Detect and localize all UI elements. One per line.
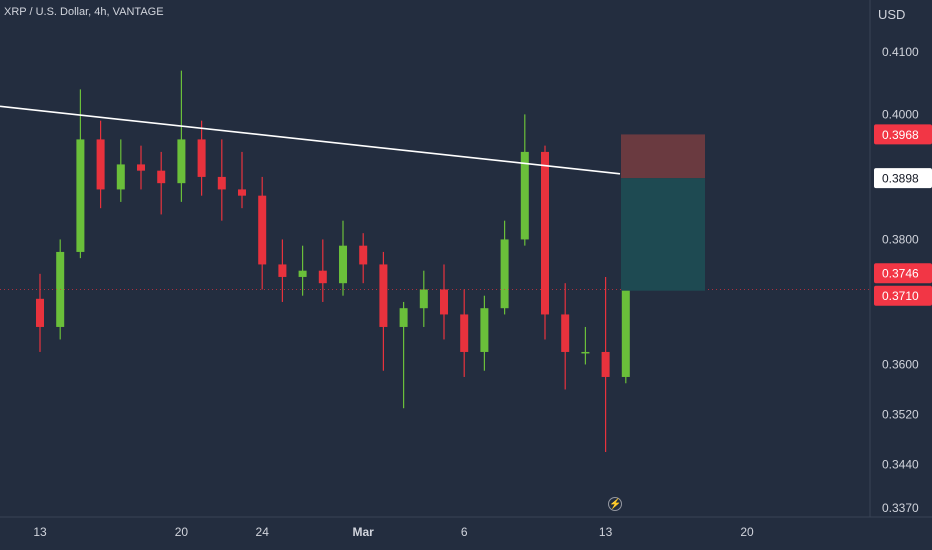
x-tick-label: 20 — [740, 525, 754, 539]
candle-body[interactable] — [621, 289, 630, 377]
candles-layer — [36, 70, 630, 452]
candle-body[interactable] — [177, 139, 186, 184]
price-badge — [874, 168, 932, 189]
x-tick-label: 13 — [599, 525, 613, 539]
candle-body[interactable] — [561, 314, 570, 352]
x-tick-label: 20 — [175, 525, 189, 539]
candle-body[interactable] — [601, 351, 610, 377]
price-badge-label: 0.3898 — [882, 172, 919, 186]
y-tick-label: 0.3520 — [882, 407, 919, 421]
x-tick-label: 13 — [33, 525, 47, 539]
candle-body[interactable] — [339, 245, 347, 284]
candle-body[interactable] — [298, 270, 307, 277]
symbol-title[interactable]: XRP / U.S. Dollar, 4h, VANTAGE — [4, 6, 164, 18]
grid-layer — [0, 0, 932, 518]
candle-body[interactable] — [217, 176, 226, 190]
candle-body[interactable] — [581, 351, 590, 354]
y-tick-label: 0.3800 — [882, 232, 919, 246]
candle-body[interactable] — [76, 139, 85, 252]
candle-body[interactable] — [520, 151, 529, 240]
candle-body[interactable] — [258, 195, 267, 265]
y-tick-label: 0.4000 — [882, 107, 919, 121]
drawings-layer — [0, 105, 870, 291]
take-profit-zone[interactable] — [621, 178, 705, 291]
candle-body[interactable] — [399, 308, 408, 327]
candle-body[interactable] — [359, 245, 368, 265]
price-badge — [874, 124, 932, 145]
x-tick-label: 6 — [461, 525, 468, 539]
trendline[interactable] — [0, 105, 621, 175]
candle-body[interactable] — [96, 139, 105, 190]
candle-body[interactable] — [137, 164, 145, 171]
currency-label: USD — [878, 7, 906, 22]
y-tick-label: 0.3440 — [882, 457, 919, 471]
lightning-icon[interactable]: ⚡ — [608, 497, 622, 511]
candle-body[interactable] — [460, 314, 469, 352]
price-badge-label: 0.3968 — [882, 128, 919, 142]
price-badge — [874, 263, 932, 284]
candle-body[interactable] — [541, 151, 549, 315]
price-badge — [874, 285, 932, 306]
candle-body[interactable] — [419, 289, 428, 309]
candle-body[interactable] — [116, 164, 125, 190]
y-tick-label: 0.3370 — [882, 501, 919, 515]
candle-body[interactable] — [318, 270, 327, 284]
stop-loss-zone[interactable] — [621, 134, 705, 179]
candle-body[interactable] — [278, 264, 287, 277]
x-tick-label: 24 — [256, 525, 270, 539]
x-tick-label: Mar — [353, 525, 375, 539]
price-badge-label: 0.3710 — [882, 289, 919, 303]
candle-body[interactable] — [197, 139, 206, 177]
candle-body[interactable] — [500, 239, 509, 309]
candle-body[interactable] — [440, 289, 448, 315]
candle-body[interactable] — [157, 170, 166, 184]
axes-layer: 0.4100 0.4000 0.3800 0.3600 0.3520 0.3440 0.33… — [33, 45, 932, 539]
y-tick-label: 0.3600 — [882, 357, 919, 371]
y-tick-label: 0.4100 — [882, 45, 919, 59]
candle-body[interactable] — [36, 298, 44, 327]
price-badge-label: 0.3746 — [882, 267, 919, 281]
candle-body[interactable] — [379, 264, 388, 327]
candle-body[interactable] — [238, 189, 246, 196]
candle-body[interactable] — [480, 308, 489, 352]
